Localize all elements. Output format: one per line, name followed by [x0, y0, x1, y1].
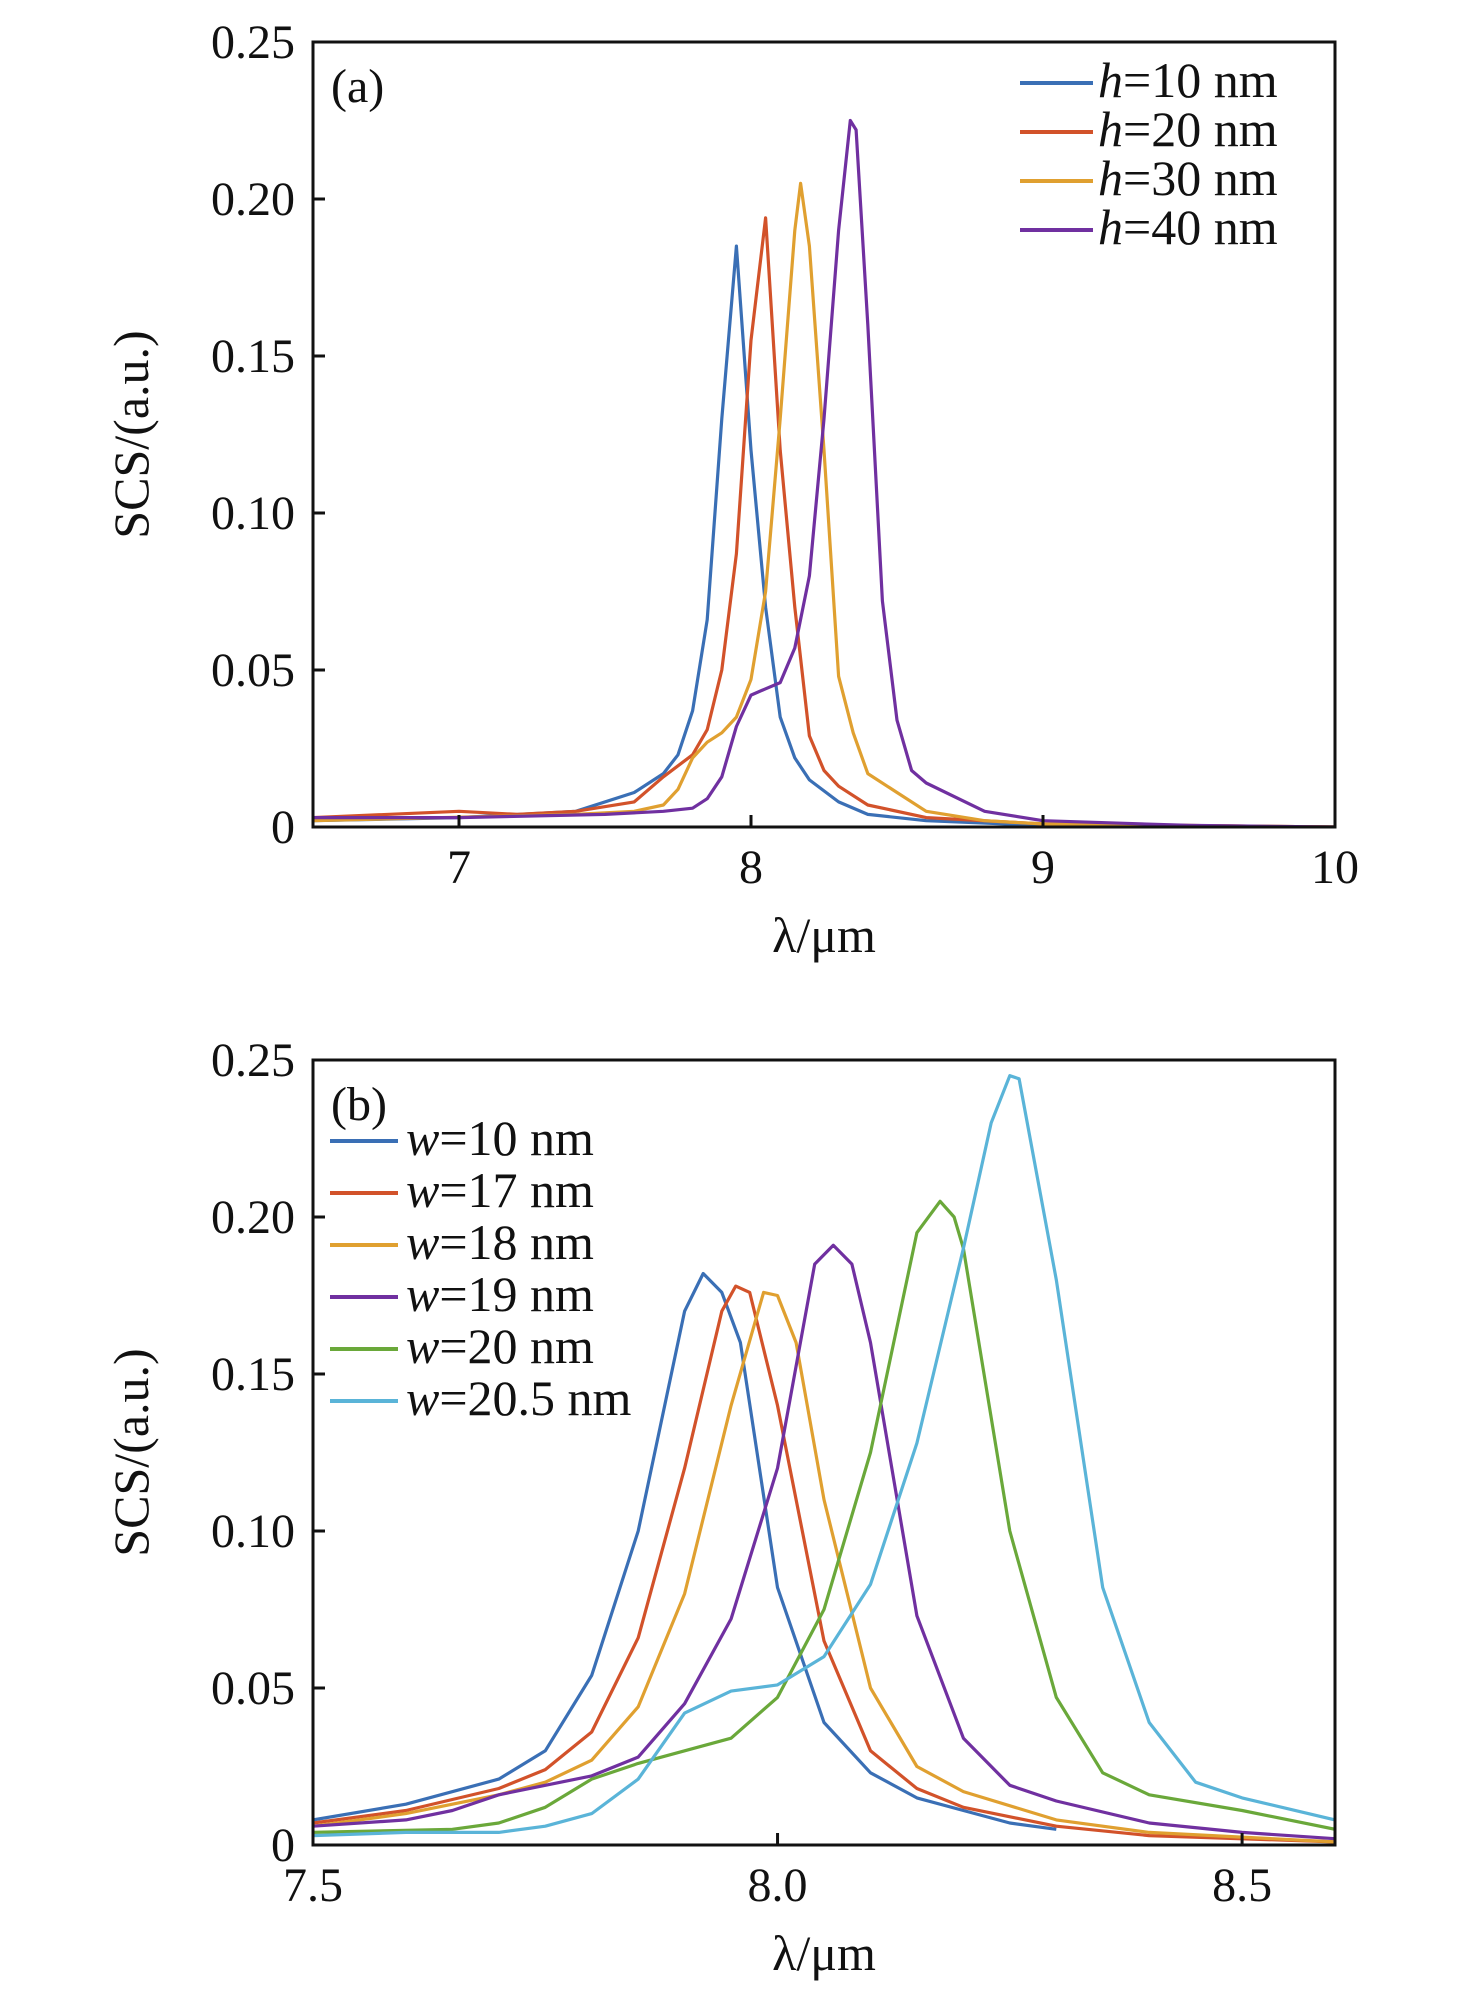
- y-axis-label: SCS/(a.u.): [103, 330, 159, 538]
- series-line-2: [313, 1284, 1335, 1844]
- y-tick-label: 0.25: [211, 16, 295, 69]
- x-tick-label: 8.0: [748, 1859, 808, 1912]
- legend-item: w=20.5 nm: [330, 1370, 632, 1426]
- y-tick-label: 0.05: [211, 1662, 295, 1715]
- series-line-5: [313, 1199, 1335, 1834]
- legend-label: w=18 nm: [406, 1214, 594, 1270]
- series-line-4: [313, 118, 1335, 827]
- y-tick-label: 0.20: [211, 173, 295, 226]
- x-axis-label: λ/μm: [772, 1925, 876, 1981]
- series-line-3: [313, 181, 1335, 827]
- x-tick-label: 7.5: [283, 1859, 343, 1912]
- legend: w=10 nmw=17 nmw=18 nmw=19 nmw=20 nmw=20.…: [330, 1110, 632, 1426]
- panel-label: (b): [331, 1078, 387, 1131]
- legend-item: w=19 nm: [330, 1266, 594, 1322]
- y-tick-label: 0.20: [211, 1191, 295, 1244]
- x-tick-label: 9: [1031, 841, 1055, 894]
- legend-label: h=20 nm: [1098, 101, 1278, 157]
- legend-label: w=10 nm: [406, 1110, 594, 1166]
- legend-label: w=20 nm: [406, 1318, 594, 1374]
- series-line-4: [313, 1243, 1335, 1841]
- legend-item: w=20 nm: [330, 1318, 594, 1374]
- y-tick-label: 0: [271, 1819, 295, 1872]
- x-tick-label: 10: [1311, 841, 1359, 894]
- series-line-2: [313, 216, 1335, 827]
- legend-label: w=20.5 nm: [406, 1370, 632, 1426]
- legend-item: h=40 nm: [1020, 199, 1278, 255]
- x-axis-label: λ/μm: [772, 907, 876, 963]
- y-tick-label: 0.10: [211, 1505, 295, 1558]
- y-tick-label: 0.15: [211, 330, 295, 383]
- x-tick-label: 8.5: [1212, 1859, 1272, 1912]
- series-line-6: [313, 1074, 1335, 1838]
- legend-item: w=17 nm: [330, 1162, 594, 1218]
- series-line-3: [313, 1290, 1335, 1844]
- legend-label: w=19 nm: [406, 1266, 594, 1322]
- y-tick-label: 0.10: [211, 487, 295, 540]
- x-tick-label: 7: [447, 841, 471, 894]
- panel-label: (a): [331, 60, 384, 113]
- legend-label: w=17 nm: [406, 1162, 594, 1218]
- legend: h=10 nmh=20 nmh=30 nmh=40 nm: [1020, 52, 1278, 255]
- chart-panel-a: 7 8 9 10 0 0.05 0.10 0.15 0.20 0.25 λ/μm SCS/(a.u.)…: [103, 16, 1359, 963]
- plot-frame: [311, 40, 1337, 829]
- y-tick-label: 0.05: [211, 644, 295, 697]
- legend-item: h=30 nm: [1020, 150, 1278, 206]
- series-line-1: [313, 244, 1335, 827]
- legend-item: w=18 nm: [330, 1214, 594, 1270]
- legend-label: h=40 nm: [1098, 199, 1278, 255]
- series-line-1: [313, 1271, 1057, 1831]
- plot-frame: [311, 1058, 1337, 1847]
- legend-label: h=30 nm: [1098, 150, 1278, 206]
- y-axis-label: SCS/(a.u.): [103, 1348, 159, 1556]
- y-tick-label: 0.25: [211, 1034, 295, 1087]
- chart-panel-b: 7.5 8.0 8.5 0 0.05 0.10 0.15 0.20 0.25 λ/μm SCS/(a…: [103, 1034, 1337, 1981]
- y-tick-label: 0: [271, 801, 295, 854]
- legend-label: h=10 nm: [1098, 52, 1278, 108]
- x-tick-label: 8: [739, 841, 763, 894]
- legend-item: h=20 nm: [1020, 101, 1278, 157]
- legend-item: w=10 nm: [330, 1110, 594, 1166]
- legend-item: h=10 nm: [1020, 52, 1278, 108]
- y-tick-label: 0.15: [211, 1348, 295, 1401]
